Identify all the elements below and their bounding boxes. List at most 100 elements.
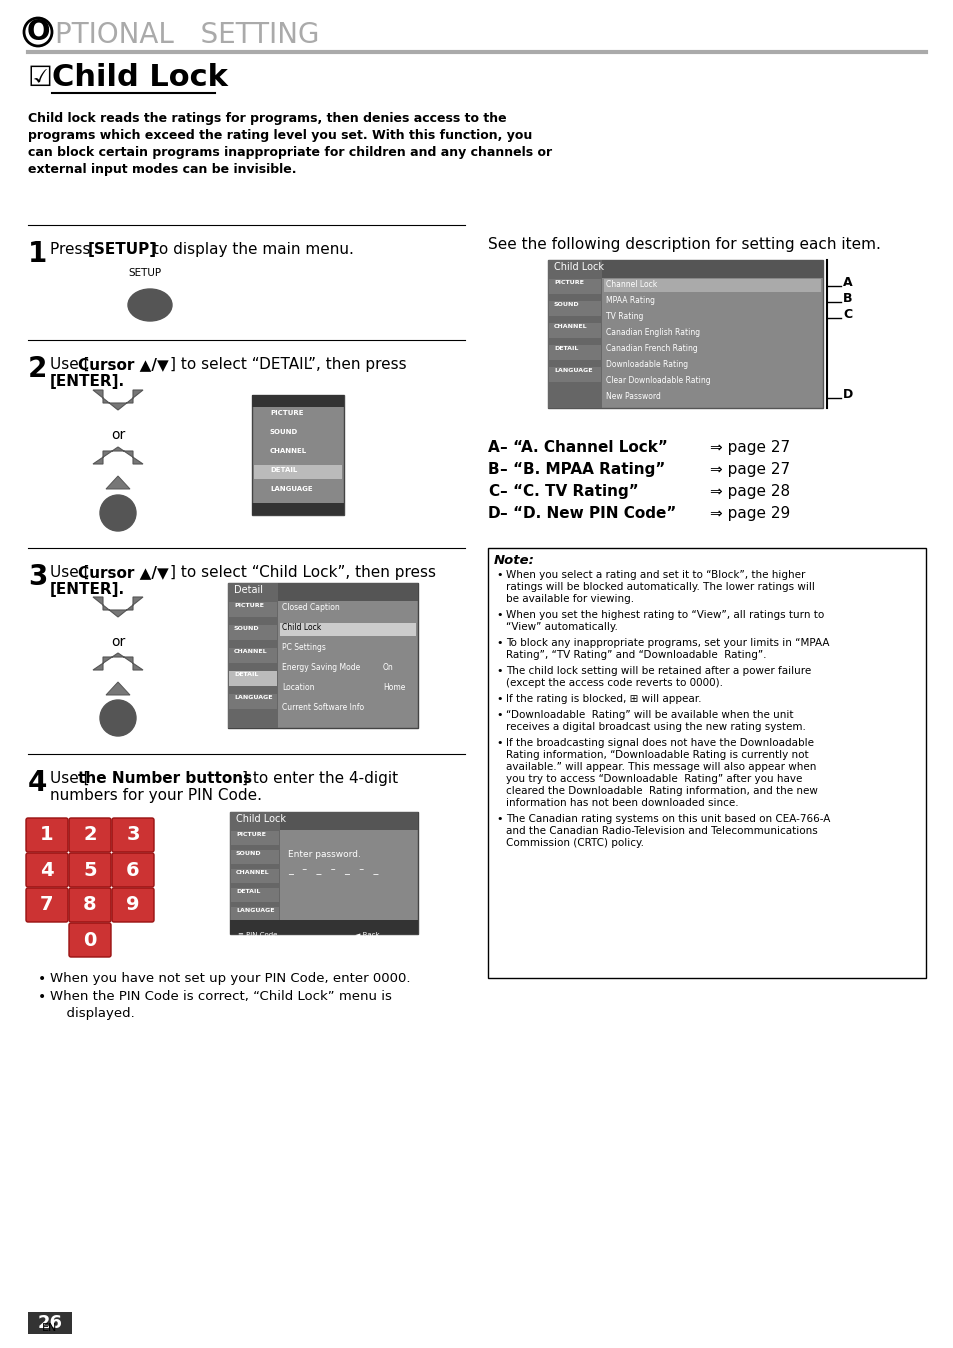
Polygon shape — [106, 682, 130, 696]
FancyBboxPatch shape — [229, 671, 276, 686]
Circle shape — [100, 495, 136, 531]
Text: (except the access code reverts to 0000).: (except the access code reverts to 0000)… — [505, 678, 722, 687]
FancyBboxPatch shape — [26, 818, 68, 852]
Text: C: C — [842, 307, 851, 321]
Text: ⇒ page 27: ⇒ page 27 — [709, 439, 789, 456]
Text: [SETUP]: [SETUP] — [88, 243, 157, 257]
Text: LANGUAGE: LANGUAGE — [233, 696, 273, 700]
Text: D: D — [842, 387, 852, 400]
Text: 4: 4 — [28, 768, 48, 797]
FancyBboxPatch shape — [112, 818, 153, 852]
Text: When you have not set up your PIN Code, enter 0000.: When you have not set up your PIN Code, … — [50, 972, 410, 985]
Polygon shape — [92, 652, 143, 670]
FancyBboxPatch shape — [548, 345, 600, 360]
FancyBboxPatch shape — [253, 408, 341, 422]
FancyBboxPatch shape — [548, 324, 600, 338]
FancyBboxPatch shape — [69, 923, 111, 957]
Text: Child Lock: Child Lock — [282, 623, 321, 632]
Text: – “D. New PIN Code”: – “D. New PIN Code” — [499, 506, 676, 520]
Text: C: C — [488, 484, 498, 499]
Text: Clear Downloadable Rating: Clear Downloadable Rating — [605, 376, 710, 386]
FancyBboxPatch shape — [112, 853, 153, 887]
Text: ⇒ page 28: ⇒ page 28 — [709, 484, 789, 499]
Text: be available for viewing.: be available for viewing. — [505, 594, 634, 604]
Text: •: • — [496, 611, 502, 620]
FancyBboxPatch shape — [252, 395, 344, 515]
Text: SOUND: SOUND — [235, 851, 261, 856]
Text: D: D — [488, 506, 500, 520]
Text: Use [: Use [ — [50, 357, 90, 372]
FancyBboxPatch shape — [253, 446, 341, 460]
FancyBboxPatch shape — [230, 811, 417, 934]
FancyBboxPatch shape — [548, 279, 600, 294]
FancyBboxPatch shape — [231, 869, 278, 883]
Text: If the rating is blocked, ⊞ will appear.: If the rating is blocked, ⊞ will appear. — [505, 694, 700, 704]
FancyBboxPatch shape — [548, 301, 600, 315]
Text: can block certain programs inappropriate for children and any channels or: can block certain programs inappropriate… — [28, 146, 552, 159]
Text: – “A. Channel Lock”: – “A. Channel Lock” — [499, 439, 667, 456]
Polygon shape — [92, 390, 143, 410]
Text: •: • — [38, 972, 46, 985]
Text: SOUND: SOUND — [270, 429, 298, 435]
Text: ≡ PIN Code: ≡ PIN Code — [237, 931, 277, 938]
FancyBboxPatch shape — [69, 818, 111, 852]
Text: O: O — [27, 18, 50, 46]
Text: LANGUAGE: LANGUAGE — [554, 368, 592, 373]
Text: Cursor ▲/▼: Cursor ▲/▼ — [78, 565, 169, 580]
Text: If the broadcasting signal does not have the Downloadable: If the broadcasting signal does not have… — [505, 737, 817, 748]
Text: PICTURE: PICTURE — [233, 603, 264, 608]
FancyBboxPatch shape — [252, 503, 344, 515]
Text: The Canadian rating systems on this unit based on CEA-766-A: The Canadian rating systems on this unit… — [505, 814, 829, 824]
Text: [ENTER].: [ENTER]. — [50, 582, 125, 597]
Text: or: or — [111, 635, 125, 648]
Text: or: or — [111, 429, 125, 442]
Text: A: A — [488, 439, 499, 456]
Text: 3: 3 — [126, 825, 139, 844]
FancyBboxPatch shape — [69, 888, 111, 922]
Text: Home: Home — [382, 683, 405, 692]
Text: LANGUAGE: LANGUAGE — [270, 487, 313, 492]
Text: SOUND: SOUND — [233, 625, 259, 631]
FancyBboxPatch shape — [229, 625, 276, 640]
Text: ] to enter the 4-digit: ] to enter the 4-digit — [242, 771, 397, 786]
Text: Press: Press — [50, 243, 95, 257]
Text: When you set the highest rating to “View”, all ratings turn to: When you set the highest rating to “View… — [505, 611, 823, 620]
Text: ⇒ page 29: ⇒ page 29 — [709, 506, 789, 520]
Text: – “B. MPAA Rating”: – “B. MPAA Rating” — [499, 462, 664, 477]
FancyBboxPatch shape — [231, 851, 278, 864]
Text: LANGUAGE: LANGUAGE — [235, 909, 274, 913]
FancyBboxPatch shape — [230, 811, 280, 934]
Text: EN: EN — [42, 1322, 57, 1333]
Text: •: • — [496, 814, 502, 824]
FancyBboxPatch shape — [548, 367, 600, 381]
Text: When you select a rating and set it to “Block”, the higher: When you select a rating and set it to “… — [505, 570, 804, 580]
FancyBboxPatch shape — [228, 582, 417, 601]
Text: you try to access “Downloadable  Rating” after you have: you try to access “Downloadable Rating” … — [505, 774, 801, 785]
Text: When the PIN Code is correct, “Child Lock” menu is: When the PIN Code is correct, “Child Loc… — [50, 989, 392, 1003]
Text: 0: 0 — [83, 930, 96, 949]
Text: available.” will appear. This message will also appear when: available.” will appear. This message wi… — [505, 762, 816, 772]
Text: _   –   _   –   _   –   _: _ – _ – _ – _ — [288, 865, 378, 875]
Text: •: • — [496, 737, 502, 748]
Text: “View” automatically.: “View” automatically. — [505, 621, 618, 632]
Text: ☑: ☑ — [28, 63, 52, 92]
Text: •: • — [496, 666, 502, 675]
FancyBboxPatch shape — [28, 1312, 71, 1335]
Text: PICTURE: PICTURE — [270, 410, 303, 417]
Text: Channel Lock: Channel Lock — [605, 280, 657, 288]
Text: PTIONAL   SETTING: PTIONAL SETTING — [55, 22, 319, 49]
Text: 9: 9 — [126, 895, 139, 914]
Text: Cursor ▲/▼: Cursor ▲/▼ — [78, 357, 169, 372]
Polygon shape — [92, 448, 143, 464]
Text: •: • — [496, 694, 502, 704]
Text: Note:: Note: — [494, 554, 535, 568]
Text: ◄ Back: ◄ Back — [355, 931, 379, 938]
Text: 1: 1 — [40, 825, 53, 844]
Text: and the Canadian Radio-Television and Telecommunications: and the Canadian Radio-Television and Te… — [505, 826, 817, 836]
Text: Downloadable Rating: Downloadable Rating — [605, 360, 687, 369]
Text: SETUP: SETUP — [128, 268, 161, 278]
Text: See the following description for setting each item.: See the following description for settin… — [488, 237, 880, 252]
Circle shape — [100, 700, 136, 736]
Text: ratings will be blocked automatically. The lower ratings will: ratings will be blocked automatically. T… — [505, 582, 814, 592]
FancyBboxPatch shape — [231, 830, 278, 845]
